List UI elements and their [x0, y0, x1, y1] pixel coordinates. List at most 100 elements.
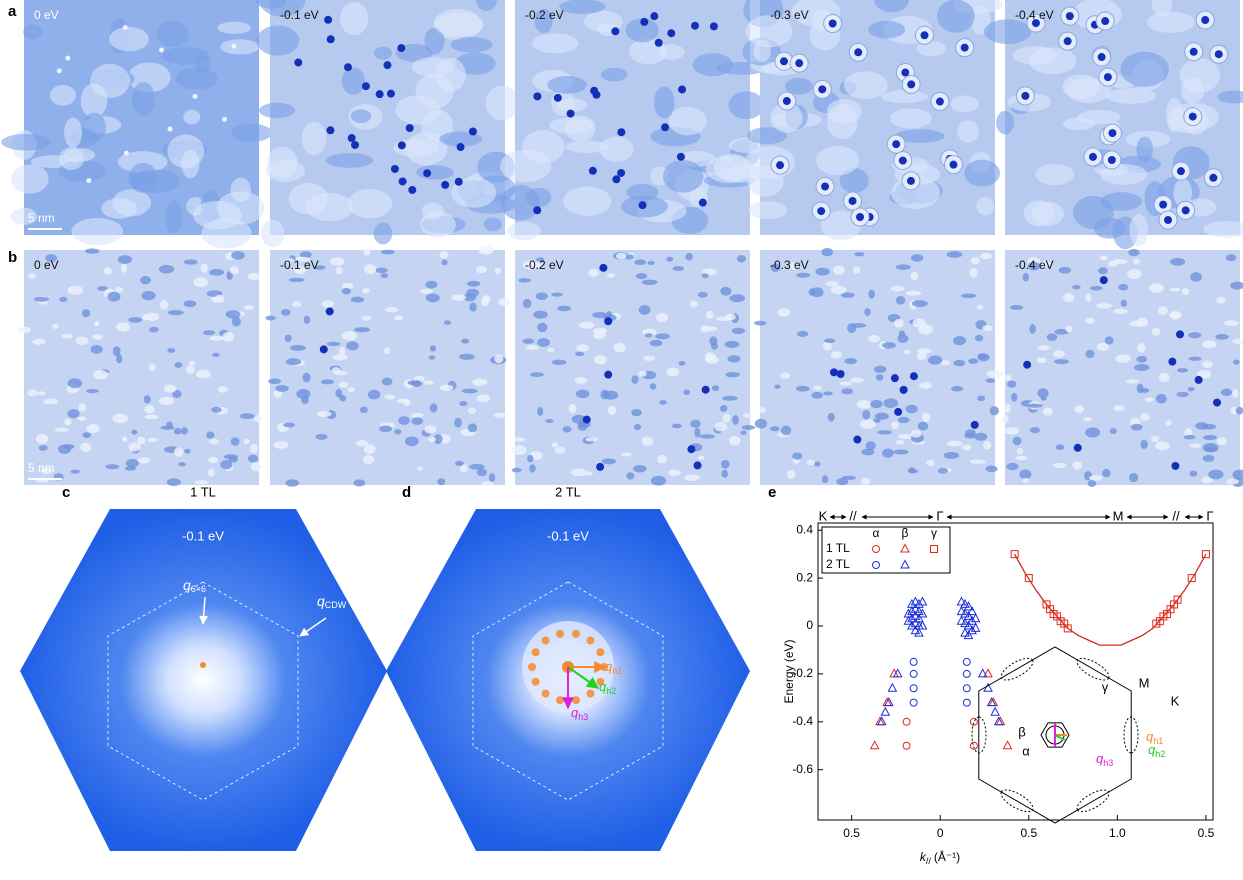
- texture-blob: [364, 249, 371, 256]
- texture-blob: [144, 405, 154, 413]
- texture-blob: [928, 355, 942, 364]
- texture-blob: [27, 389, 37, 396]
- texture-blob: [1096, 303, 1112, 308]
- texture-blob: [720, 287, 731, 296]
- texture-blob: [743, 413, 753, 417]
- defect: [1209, 174, 1217, 182]
- texture-blob: [50, 85, 76, 106]
- texture-blob: [725, 314, 735, 321]
- ring-spot: [572, 696, 580, 704]
- defect: [408, 186, 416, 194]
- texture-blob: [987, 370, 1003, 377]
- texture-blob: [129, 443, 141, 452]
- texture-blob: [690, 301, 698, 308]
- texture-blob: [1140, 413, 1149, 421]
- texture-blob: [161, 425, 175, 429]
- texture-blob: [231, 437, 240, 445]
- defect: [1066, 12, 1074, 20]
- texture-blob: [742, 425, 755, 430]
- texture-blob: [571, 468, 587, 476]
- point: [991, 708, 999, 716]
- texture-blob: [1137, 384, 1144, 394]
- q-sub: 6×6: [191, 584, 206, 594]
- texture-blob: [112, 413, 128, 423]
- energy-label: -0.2 eV: [525, 258, 564, 272]
- texture-blob: [80, 443, 91, 453]
- defect: [86, 178, 91, 183]
- defect: [406, 124, 414, 132]
- defect: [599, 264, 607, 272]
- defect: [1213, 399, 1221, 407]
- texture-blob: [980, 253, 992, 259]
- texture-blob: [37, 391, 46, 395]
- texture-blob: [1, 134, 51, 151]
- texture-blob: [890, 108, 932, 128]
- texture-blob: [684, 475, 700, 481]
- texture-blob: [209, 438, 219, 444]
- texture-blob: [962, 444, 972, 450]
- texture-blob: [826, 281, 839, 286]
- defect: [469, 128, 477, 136]
- defect: [423, 169, 431, 177]
- texture-blob: [1224, 320, 1239, 326]
- texture-blob: [1133, 259, 1140, 265]
- texture-blob: [1113, 405, 1124, 411]
- texture-blob: [1065, 325, 1072, 332]
- texture-blob: [1027, 404, 1042, 408]
- texture-blob: [1019, 469, 1031, 479]
- texture-blob: [532, 33, 578, 53]
- texture-blob: [385, 395, 396, 400]
- texture-blob: [908, 467, 915, 473]
- texture-blob: [970, 459, 986, 464]
- texture-blob: [201, 263, 208, 272]
- defect: [399, 177, 407, 185]
- texture-blob: [937, 0, 975, 33]
- texture-blob: [814, 461, 820, 466]
- texture-blob: [281, 309, 291, 316]
- texture-blob: [569, 404, 577, 413]
- defect: [894, 408, 902, 416]
- defect: [1168, 358, 1176, 366]
- texture-blob: [85, 248, 99, 253]
- texture-blob: [144, 395, 151, 403]
- texture-blob: [722, 396, 738, 401]
- texture-blob: [212, 353, 220, 357]
- texture-blob: [508, 222, 541, 241]
- texture-blob: [547, 348, 554, 353]
- texture-blob: [501, 185, 541, 220]
- texture-blob: [220, 39, 259, 54]
- panel-label: c: [62, 484, 70, 501]
- texture-blob: [476, 266, 487, 273]
- texture-blob: [93, 370, 108, 379]
- texture-blob: [184, 259, 198, 264]
- texture-blob: [976, 197, 994, 215]
- texture-blob: [1041, 397, 1047, 401]
- texture-blob: [732, 415, 739, 425]
- texture-blob: [663, 160, 704, 193]
- texture-blob: [283, 423, 295, 428]
- texture-blob: [1126, 379, 1139, 383]
- texture-blob: [301, 396, 309, 404]
- inset-label: M: [1139, 675, 1150, 690]
- defect: [856, 213, 864, 221]
- texture-blob: [67, 409, 79, 418]
- texture-blob: [1217, 437, 1227, 445]
- texture-blob: [631, 375, 638, 384]
- defect: [710, 22, 718, 30]
- texture-blob: [721, 470, 728, 478]
- texture-blob: [156, 21, 188, 47]
- texture-blob: [416, 165, 454, 179]
- texture-blob: [1038, 345, 1050, 350]
- defect: [554, 94, 562, 102]
- texture-blob: [385, 307, 399, 312]
- texture-blob: [382, 378, 393, 386]
- texture-blob: [1208, 470, 1223, 480]
- texture-blob: [685, 253, 692, 261]
- texture-blob: [288, 183, 328, 215]
- texture-blob: [396, 399, 409, 404]
- texture-blob: [289, 278, 305, 282]
- q-sub: h2: [1155, 749, 1165, 759]
- x-tick-label: 0.5: [1198, 826, 1215, 840]
- texture-blob: [472, 378, 487, 385]
- texture-blob: [574, 377, 587, 384]
